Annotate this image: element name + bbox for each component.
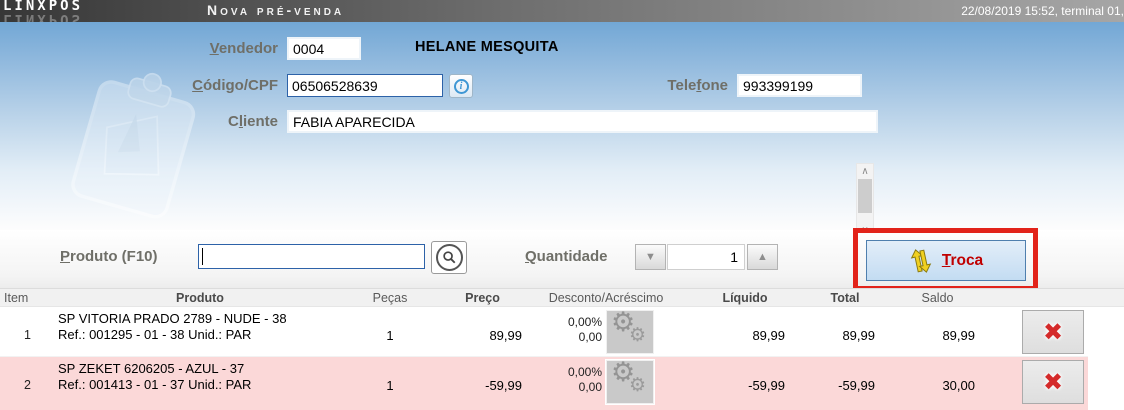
row-item-number: 2 <box>24 378 31 392</box>
scrollbar-up-icon[interactable]: ∧ <box>861 166 869 177</box>
column-header-saldo: Saldo <box>921 291 954 305</box>
table-row[interactable]: 1 SP VITORIA PRADO 2789 - NUDE - 38 Ref.… <box>0 307 1088 357</box>
observations-scrollbar[interactable]: ∧ ∨ <box>856 163 874 239</box>
text-caret <box>202 248 203 265</box>
row-desconto: 0,00% 0,00 <box>567 315 602 344</box>
delete-item-button[interactable]: ✖ <box>1022 310 1084 354</box>
row-product-description: SP ZEKET 6206205 - AZUL - 37 Ref.: 00141… <box>58 361 252 392</box>
quantidade-label: Quantidade <box>525 248 608 265</box>
row-total: 89,99 <box>842 328 875 343</box>
row-preco: 89,99 <box>489 328 522 343</box>
table-row[interactable]: 2 SP ZEKET 6206205 - AZUL - 37 Ref.: 001… <box>0 357 1088 410</box>
troca-button[interactable]: Troca <box>866 240 1026 281</box>
page-title: Nova pré-venda <box>207 2 345 18</box>
telefone-label: Telefone <box>667 77 728 94</box>
title-bar: LINXPOS LINXPOS Nova pré-venda 22/08/201… <box>0 0 1124 22</box>
gear-icon: ⚙ <box>629 374 647 396</box>
delete-item-button[interactable]: ✖ <box>1022 360 1084 404</box>
gear-icon: ⚙ <box>611 307 636 338</box>
telefone-input[interactable] <box>737 74 862 97</box>
quantity-increase-button[interactable]: ▲ <box>747 244 778 270</box>
discount-settings-button[interactable]: ⚙ ⚙ <box>606 307 654 354</box>
column-header-desconto: Desconto/Acréscimo <box>548 291 664 305</box>
column-header-produto: Produto <box>176 291 224 305</box>
quantity-decrease-button[interactable]: ▼ <box>635 244 666 270</box>
row-saldo: 30,00 <box>942 378 975 393</box>
quantity-input[interactable] <box>667 244 745 270</box>
vendedor-label: Vendedor <box>209 40 278 57</box>
vendedor-name-text: HELANE MESQUITA <box>415 39 559 55</box>
gear-icon: ⚙ <box>611 357 636 388</box>
clipboard-watermark-icon <box>71 72 196 219</box>
row-preco: -59,99 <box>485 378 522 393</box>
product-search-button[interactable] <box>431 241 467 274</box>
row-desconto: 0,00% 0,00 <box>567 365 602 394</box>
cliente-input[interactable] <box>287 110 878 133</box>
row-pecas: 1 <box>386 328 394 343</box>
row-saldo: 89,99 <box>942 328 975 343</box>
codigo-cpf-input[interactable] <box>287 74 443 97</box>
app-logo-reflection: LINXPOS <box>3 11 84 22</box>
customer-info-button[interactable]: i <box>449 74 473 98</box>
produto-search-input[interactable] <box>198 244 425 269</box>
swap-arrows-icon <box>906 243 936 277</box>
datetime-terminal-text: 22/08/2019 15:52, terminal 01, <box>961 4 1124 18</box>
search-icon <box>435 244 463 271</box>
product-entry-bar: Produto (F10) Quantidade ▼ ▲ Troca <box>0 228 1124 291</box>
row-liquido: -59,99 <box>748 378 785 393</box>
troca-button-label: Troca <box>941 251 984 269</box>
column-header-preco: Preço <box>465 291 500 305</box>
discount-settings-button[interactable]: ⚙ ⚙ <box>606 357 654 404</box>
scrollbar-thumb[interactable] <box>858 179 872 213</box>
column-header-liquido: Líquido <box>722 291 768 305</box>
row-total: -59,99 <box>838 378 875 393</box>
column-header-pecas: Peças <box>372 291 408 305</box>
form-panel: Vendedor HELANE MESQUITA Código/CPF i Te… <box>0 22 1124 292</box>
delete-x-icon: ✖ <box>1042 368 1064 396</box>
column-header-total: Total <box>830 291 860 305</box>
info-icon: i <box>453 78 469 94</box>
codigo-cpf-label: Código/CPF <box>192 77 278 94</box>
column-header-item: Item <box>4 291 29 305</box>
row-item-number: 1 <box>24 328 31 342</box>
gear-icon: ⚙ <box>629 324 647 346</box>
row-liquido: 89,99 <box>752 328 785 343</box>
vendedor-code-input[interactable] <box>287 37 361 60</box>
items-table-header: Item Produto Peças Preço Desconto/Acrésc… <box>0 288 1124 307</box>
chevron-up-icon: ▲ <box>757 251 768 263</box>
row-product-description: SP VITORIA PRADO 2789 - NUDE - 38 Ref.: … <box>58 311 287 342</box>
app-logo-text: LINXPOS <box>3 0 84 14</box>
produto-label: Produto (F10) <box>60 248 158 265</box>
chevron-down-icon: ▼ <box>645 251 656 263</box>
cliente-label: Cliente <box>227 113 278 130</box>
delete-x-icon: ✖ <box>1042 318 1064 346</box>
row-pecas: 1 <box>386 378 394 393</box>
app-logo: LINXPOS LINXPOS <box>3 0 83 22</box>
